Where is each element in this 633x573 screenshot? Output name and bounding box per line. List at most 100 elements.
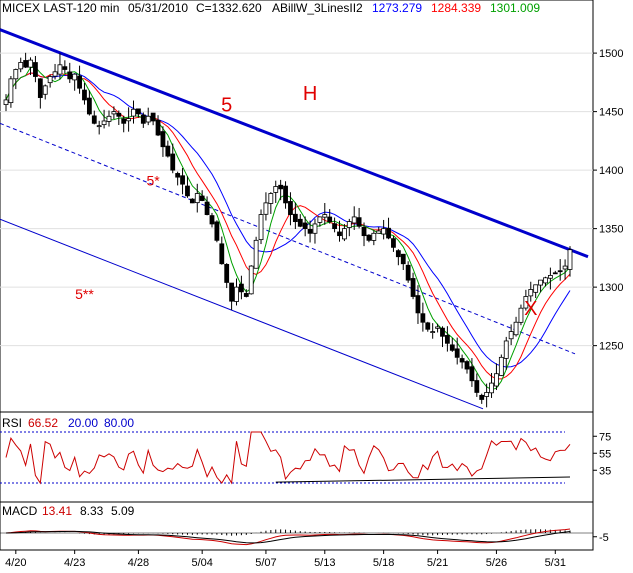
rsi-value: 66.52 (28, 416, 58, 430)
candle-body (474, 380, 480, 393)
candle-body (96, 125, 102, 128)
candle-body (33, 62, 38, 77)
candle-body (494, 373, 499, 387)
candle-body (376, 230, 382, 234)
candle-body (136, 108, 141, 115)
trendline-lower (0, 218, 484, 410)
header-symbol: MICEX LAST-120 min (2, 1, 119, 15)
candle-body (302, 222, 308, 230)
candle-body (106, 115, 112, 122)
price-tick-label: 1500 (599, 48, 623, 60)
candle-body (464, 361, 470, 370)
candle-body (543, 277, 548, 284)
candle-body (52, 71, 58, 77)
header-ma2: 1284.339 (431, 1, 481, 15)
candle-body (346, 221, 352, 228)
candle-body (552, 272, 558, 275)
candle-body (430, 331, 436, 334)
candle-body (219, 243, 225, 265)
candle-body (425, 322, 431, 330)
candle-body (283, 185, 288, 204)
candle-body (165, 145, 171, 157)
candle-body (42, 85, 48, 95)
candle-body (444, 335, 450, 344)
candle-body (371, 232, 377, 241)
macd-tick-label: -5 (599, 532, 609, 544)
header-ma1: 1273.279 (372, 1, 422, 15)
candle-body (180, 175, 185, 185)
rsi-tick-label: 35 (599, 465, 611, 477)
candle-body (435, 326, 440, 329)
candle-body (322, 214, 328, 218)
candle-body (131, 108, 136, 117)
candle-body (391, 238, 396, 248)
candle-body (498, 356, 504, 376)
candle-body (199, 195, 205, 201)
candle-body (140, 114, 146, 124)
candle-body (145, 115, 151, 123)
candle-body (341, 228, 347, 240)
annotation-label: 5* (147, 172, 161, 188)
candle-body (312, 223, 318, 234)
price-tick-label: 1400 (599, 165, 623, 177)
macd-v1: 13.41 (42, 504, 72, 518)
rsi-lo: 20.00 (68, 416, 98, 430)
rsi-tick-label: 75 (599, 431, 611, 443)
candle-body (101, 120, 107, 126)
date-label: 5/13 (314, 557, 335, 569)
candle-body (214, 221, 220, 241)
candle-body (155, 119, 161, 136)
candle-body (400, 253, 406, 265)
candle-body (479, 394, 485, 400)
candle-body (351, 216, 357, 224)
candle-body (268, 193, 274, 204)
candle-body (332, 223, 337, 230)
candle-body (489, 382, 494, 394)
ma-line-blue (5, 72, 571, 368)
candle-body (420, 313, 426, 323)
candle-body (557, 270, 563, 273)
candle-body (258, 214, 264, 241)
date-label: 5/26 (486, 557, 507, 569)
ma-line-green (5, 66, 571, 391)
annotation-label: 5 (221, 95, 232, 117)
candle-body (126, 118, 132, 122)
date-label: 4/23 (64, 557, 85, 569)
candle-body (263, 202, 269, 215)
candle-body (23, 60, 29, 68)
candle-body (317, 216, 323, 223)
candle-body (185, 185, 190, 197)
candle-body (454, 348, 460, 358)
candle-body (528, 289, 534, 297)
candle-body (57, 64, 63, 75)
date-label: 4/20 (5, 557, 26, 569)
candle-body (72, 73, 78, 81)
candle-body (175, 173, 181, 178)
candle-body (449, 344, 455, 351)
rsi-hi: 80.00 (104, 416, 134, 430)
candle-body (381, 228, 387, 235)
candle-body (278, 184, 284, 190)
candle-body (204, 201, 210, 215)
rsi-line (5, 431, 571, 485)
price-tick-label: 1300 (599, 282, 623, 294)
candle-body (224, 264, 230, 283)
candle-body (243, 293, 249, 297)
candle-body (405, 264, 411, 281)
header-date: 05/31/2010 (128, 1, 188, 15)
candle-body (508, 331, 514, 340)
candle-body (189, 198, 195, 204)
candle-body (562, 265, 568, 270)
annotation-label: H (303, 83, 317, 105)
candle-body (567, 249, 573, 270)
candle-body (484, 392, 490, 397)
candle-body (37, 78, 43, 98)
price-tick-label: 1350 (599, 224, 623, 236)
candle-body (513, 321, 519, 336)
candle-body (234, 286, 239, 302)
ma-line-red (5, 72, 571, 380)
candle-body (297, 218, 303, 227)
candle-body (248, 265, 254, 295)
candle-body (91, 115, 97, 124)
date-label: 5/07 (255, 557, 276, 569)
